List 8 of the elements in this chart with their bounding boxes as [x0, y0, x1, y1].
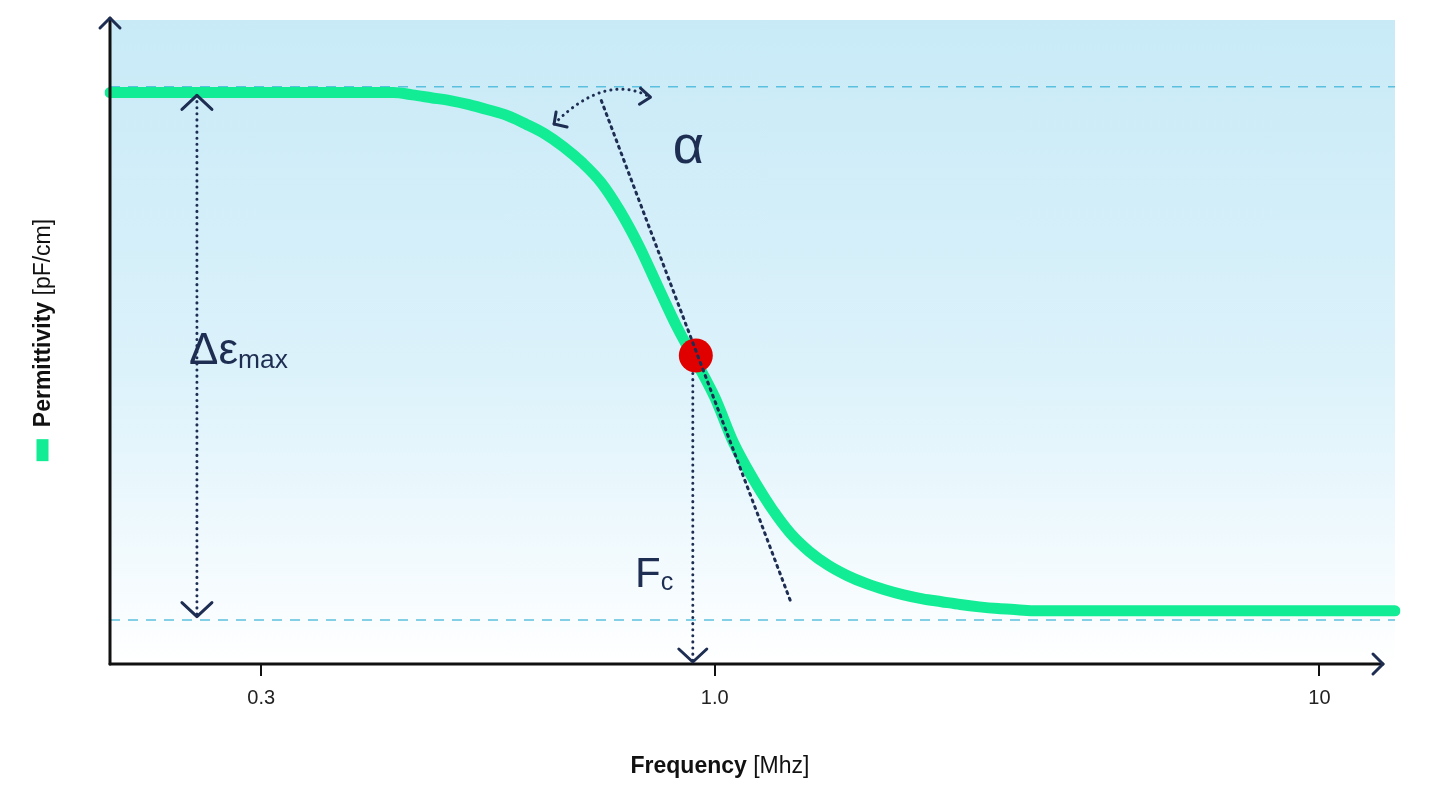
annotation: Δε$_{max}$	[189, 324, 288, 374]
y-axis-title: Permittivity [pF/cm]	[28, 218, 56, 428]
annotation: F$_{c}$	[635, 548, 674, 596]
annotation: α	[672, 114, 704, 174]
x-tick-label: 1.0	[700, 685, 729, 708]
x-axis-title: Frequency [Mhz]	[629, 752, 811, 779]
x-tick-label: 0.3	[247, 685, 276, 708]
x-tick-label: 10	[1308, 685, 1331, 708]
